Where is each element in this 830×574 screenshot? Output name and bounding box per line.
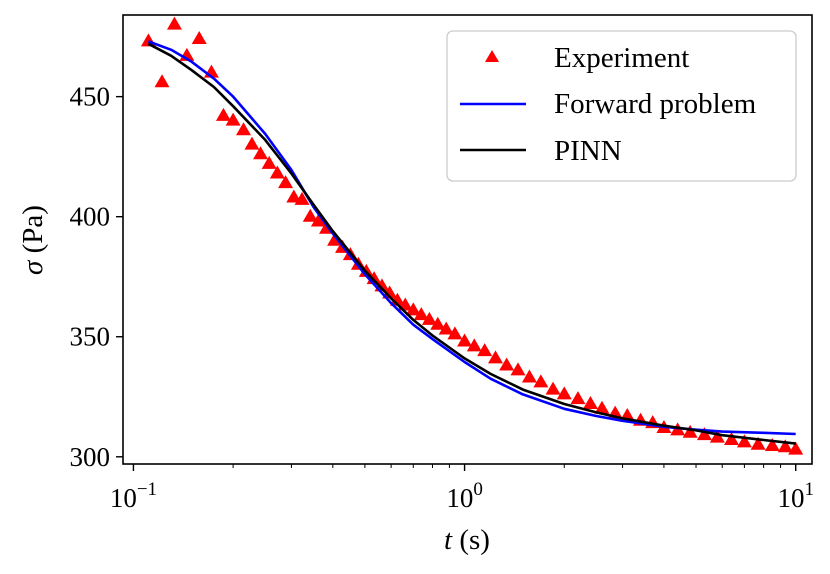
- experiment-marker: [594, 400, 610, 414]
- y-axis-title: σ (Pa): [17, 205, 49, 275]
- x-axis-variable: t: [444, 524, 453, 556]
- y-tick-label: 400: [70, 202, 111, 232]
- experiment-marker: [499, 357, 515, 371]
- experiment-marker: [556, 386, 572, 400]
- experiment-marker: [788, 441, 804, 455]
- legend-experiment-label: Experiment: [554, 42, 689, 74]
- x-axis-title: t (s): [444, 524, 490, 556]
- series-layer: [140, 16, 804, 455]
- experiment-marker: [777, 439, 793, 453]
- experiment-marker: [709, 429, 725, 443]
- legend-box: [446, 30, 797, 182]
- experiment-marker: [430, 316, 446, 330]
- experiment-marker: [302, 208, 318, 222]
- experiment-marker: [477, 343, 493, 357]
- experiment-marker: [724, 431, 740, 445]
- x-tick-label: 10−1: [110, 479, 157, 513]
- experiment-marker: [457, 333, 473, 347]
- experiment-marker: [261, 155, 277, 169]
- experiment-marker: [253, 146, 269, 160]
- experiment-marker: [736, 434, 752, 448]
- experiment-marker: [438, 321, 454, 335]
- experiment-marker: [750, 436, 766, 450]
- experiment-marker: [488, 350, 504, 364]
- experiment-marker: [466, 338, 482, 352]
- experiment-marker: [191, 31, 207, 45]
- experiment-marker: [244, 136, 260, 150]
- y-axis-variable: σ: [17, 259, 49, 275]
- experiment-marker: [764, 437, 780, 451]
- experiment-marker: [521, 369, 537, 383]
- experiment-marker: [154, 74, 170, 88]
- experiment-marker: [225, 112, 241, 126]
- experiment-marker: [236, 122, 252, 136]
- legend-forward-label: Forward problem: [554, 88, 757, 120]
- experiment-marker: [215, 107, 231, 121]
- experiment-marker: [166, 16, 182, 30]
- experiment-marker: [510, 362, 526, 376]
- plot-frame: [122, 14, 813, 465]
- experiment-marker: [286, 189, 302, 203]
- x-axis-unit: (s): [452, 524, 490, 556]
- x-tick-label: 101: [777, 479, 814, 513]
- experiment-marker: [405, 302, 421, 316]
- experiment-marker: [533, 374, 549, 388]
- experiment-marker: [269, 165, 285, 179]
- experiment-marker: [413, 307, 429, 321]
- experiment-marker: [310, 213, 326, 227]
- experiment-marker: [545, 381, 561, 395]
- experiment-marker: [278, 175, 294, 189]
- legend: Experiment Forward problem PINN: [446, 30, 797, 182]
- legend-experiment-marker: [485, 50, 499, 62]
- pinn-line: [147, 42, 796, 445]
- experiment-marker: [421, 311, 437, 325]
- experiment-marker: [582, 395, 598, 409]
- y-axis-unit: (Pa): [17, 205, 49, 261]
- experiment-marker: [447, 326, 463, 340]
- y-tick-label: 350: [70, 322, 111, 352]
- experiment-marker: [570, 391, 586, 405]
- y-tick-label: 450: [70, 82, 111, 112]
- legend-pinn-label: PINN: [554, 135, 622, 167]
- experiment-marker: [696, 427, 712, 441]
- y-tick-label: 300: [70, 442, 111, 472]
- x-tick-label: 100: [446, 479, 483, 513]
- axes-layer: 300 350 400 450 10−1 100 101: [70, 82, 814, 513]
- experiment-marker: [382, 285, 398, 299]
- experiment-marker: [682, 424, 698, 438]
- experiment-marker: [294, 191, 310, 205]
